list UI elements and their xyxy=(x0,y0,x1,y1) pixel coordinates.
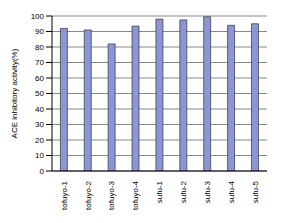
svg-text:sufu-4: sufu-4 xyxy=(227,180,236,203)
svg-text:10: 10 xyxy=(35,151,44,160)
svg-text:sufu-5: sufu-5 xyxy=(251,180,260,203)
svg-text:20: 20 xyxy=(35,136,44,145)
svg-text:0: 0 xyxy=(40,167,45,176)
svg-text:tofuyo-3: tofuyo-3 xyxy=(107,180,116,209)
svg-text:sufu-1: sufu-1 xyxy=(155,180,164,203)
svg-text:tofuyo-1: tofuyo-1 xyxy=(60,180,69,209)
svg-text:tofuyo-4: tofuyo-4 xyxy=(131,180,140,209)
svg-text:tofuyo-2: tofuyo-2 xyxy=(84,180,93,209)
svg-text:100: 100 xyxy=(31,12,45,21)
svg-text:40: 40 xyxy=(35,105,44,114)
svg-text:50: 50 xyxy=(35,89,44,98)
svg-text:ACE inhibitory activity(%): ACE inhibitory activity(%) xyxy=(10,48,19,138)
svg-text:sufu-3: sufu-3 xyxy=(203,180,212,203)
svg-text:sufu-2: sufu-2 xyxy=(179,180,188,203)
svg-text:30: 30 xyxy=(35,120,44,129)
svg-text:80: 80 xyxy=(35,43,44,52)
svg-text:90: 90 xyxy=(35,27,44,36)
svg-text:70: 70 xyxy=(35,58,44,67)
svg-text:60: 60 xyxy=(35,74,44,83)
